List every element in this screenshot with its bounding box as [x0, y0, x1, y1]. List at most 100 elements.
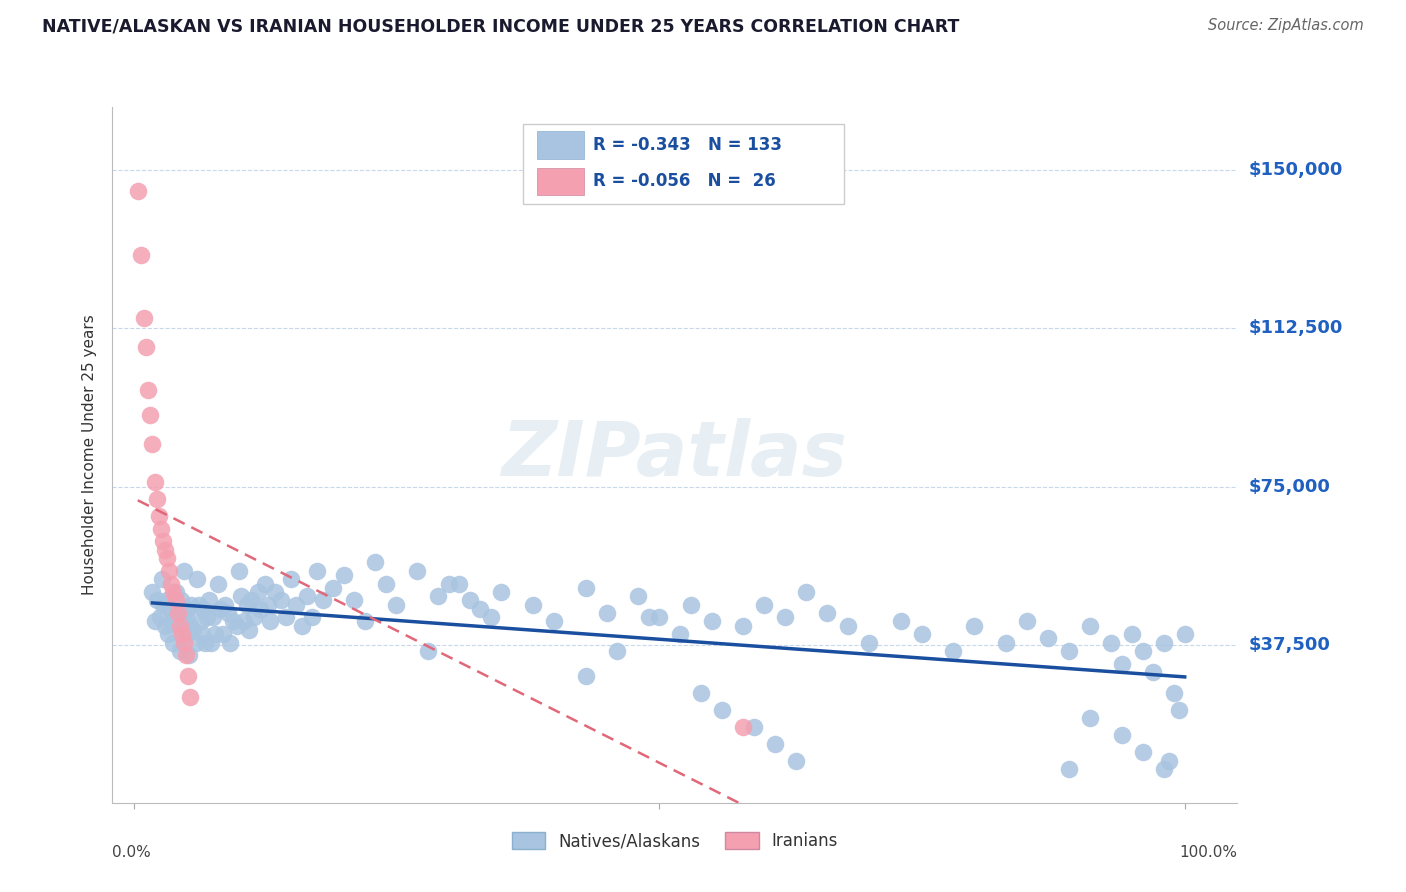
Text: 100.0%: 100.0% — [1180, 845, 1237, 860]
Point — [775, 610, 797, 624]
Text: R = -0.343   N = 133: R = -0.343 N = 133 — [593, 136, 782, 154]
Point — [173, 564, 195, 578]
Point — [165, 610, 187, 624]
Point — [238, 623, 260, 637]
Point — [1111, 728, 1133, 742]
Point — [911, 627, 934, 641]
Point — [890, 615, 912, 629]
Point — [427, 589, 450, 603]
Point — [170, 615, 193, 629]
Point — [491, 585, 513, 599]
Point — [160, 615, 183, 629]
Point — [742, 720, 765, 734]
Point — [176, 627, 198, 641]
Text: $37,500: $37,500 — [1249, 636, 1330, 654]
Point — [343, 593, 366, 607]
Text: $112,500: $112,500 — [1249, 319, 1343, 337]
Point — [159, 602, 181, 616]
Point — [1153, 762, 1175, 776]
Point — [162, 585, 184, 599]
Point — [1157, 754, 1180, 768]
Point — [274, 610, 297, 624]
Point — [217, 606, 239, 620]
Point — [295, 589, 318, 603]
Point — [214, 598, 236, 612]
Point — [243, 610, 266, 624]
Point — [152, 534, 174, 549]
Point — [259, 615, 281, 629]
Point — [374, 576, 396, 591]
Point — [595, 606, 617, 620]
Point — [184, 635, 207, 649]
Point — [307, 564, 329, 578]
Point — [754, 598, 776, 612]
Point — [785, 754, 807, 768]
Point — [222, 615, 245, 629]
FancyBboxPatch shape — [537, 131, 583, 159]
Point — [143, 475, 166, 490]
Point — [574, 669, 596, 683]
Point — [212, 627, 235, 641]
Point — [1142, 665, 1164, 679]
Point — [172, 632, 194, 646]
Point — [711, 703, 734, 717]
Point — [165, 585, 187, 599]
Point — [229, 589, 252, 603]
Point — [1078, 711, 1101, 725]
Point — [733, 618, 755, 632]
Point — [232, 615, 254, 629]
Point — [385, 598, 408, 612]
Point — [153, 618, 176, 632]
Point — [141, 437, 163, 451]
Point — [173, 635, 195, 649]
Point — [208, 602, 231, 616]
Legend: Natives/Alaskans, Iranians: Natives/Alaskans, Iranians — [505, 826, 845, 857]
Point — [1121, 627, 1143, 641]
Point — [179, 690, 201, 705]
Point — [143, 615, 166, 629]
Point — [301, 610, 323, 624]
Point — [183, 623, 205, 637]
Point — [416, 644, 439, 658]
Point — [995, 635, 1018, 649]
Point — [149, 522, 172, 536]
Point — [180, 598, 202, 612]
Point — [1153, 635, 1175, 649]
Point — [285, 598, 308, 612]
Point — [169, 644, 191, 658]
Point — [148, 509, 170, 524]
Point — [1132, 644, 1154, 658]
Point — [1132, 745, 1154, 759]
Point — [280, 572, 302, 586]
Point — [194, 635, 217, 649]
Point — [149, 610, 172, 624]
Point — [364, 556, 387, 570]
Point — [246, 585, 269, 599]
Point — [627, 589, 650, 603]
Point — [152, 598, 174, 612]
Point — [470, 602, 492, 616]
Point — [165, 593, 187, 607]
Point — [291, 618, 314, 632]
Point — [332, 568, 354, 582]
Point — [145, 593, 167, 607]
Point — [353, 615, 375, 629]
Point — [204, 627, 226, 641]
Point — [141, 585, 163, 599]
Point — [156, 593, 179, 607]
Point — [228, 564, 250, 578]
Point — [458, 593, 481, 607]
Point — [679, 598, 702, 612]
Point — [963, 618, 986, 632]
Text: ZIPatlas: ZIPatlas — [502, 418, 848, 491]
Point — [437, 576, 460, 591]
Text: R = -0.056   N =  26: R = -0.056 N = 26 — [593, 172, 776, 191]
FancyBboxPatch shape — [537, 168, 583, 195]
Text: NATIVE/ALASKAN VS IRANIAN HOUSEHOLDER INCOME UNDER 25 YEARS CORRELATION CHART: NATIVE/ALASKAN VS IRANIAN HOUSEHOLDER IN… — [42, 18, 959, 36]
Point — [236, 598, 259, 612]
Point — [157, 564, 180, 578]
Text: $150,000: $150,000 — [1249, 161, 1343, 179]
Point — [191, 602, 214, 616]
Point — [794, 585, 817, 599]
Text: $75,000: $75,000 — [1249, 477, 1330, 496]
